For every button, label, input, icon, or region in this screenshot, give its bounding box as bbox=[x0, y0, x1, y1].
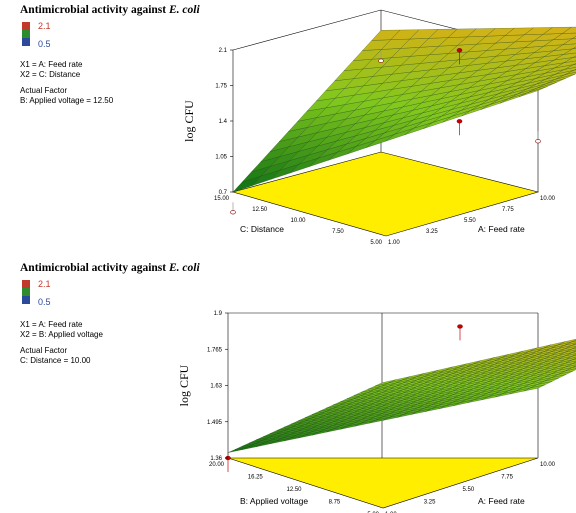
y-tick-label: 12.50 bbox=[252, 207, 268, 213]
title-text: Antimicrobial activity against bbox=[20, 4, 167, 16]
design-point bbox=[457, 324, 463, 329]
design-point bbox=[456, 119, 463, 124]
x-axis-label: A: Feed rate bbox=[478, 496, 525, 506]
x-tick-label: 10.00 bbox=[540, 462, 556, 468]
surface-cell bbox=[561, 26, 576, 34]
color-scale-min: 0.5 bbox=[38, 297, 51, 307]
z-tick-label: 1.36 bbox=[210, 456, 222, 462]
surface-cell bbox=[558, 339, 576, 346]
chart-panel-2: Antimicrobial activity against E. coli 2.… bbox=[0, 258, 576, 513]
x-tick-label: 5.50 bbox=[463, 487, 475, 493]
factor-x1: X1 = A: Feed rate bbox=[20, 320, 83, 329]
factor-x2: X2 = C: Distance bbox=[20, 70, 81, 79]
surface-cell bbox=[572, 350, 576, 353]
surface-cell bbox=[572, 346, 576, 349]
x-tick-label: 5.50 bbox=[464, 218, 476, 224]
color-scale-swatch bbox=[22, 295, 30, 304]
title-organism: E. coli bbox=[168, 262, 200, 274]
z-tick-label: 1.75 bbox=[215, 84, 227, 90]
x-tick-label: 7.75 bbox=[501, 475, 513, 481]
title-organism: E. coli bbox=[168, 4, 200, 16]
chart-title: Antimicrobial activity against E. coli bbox=[20, 4, 200, 16]
actual-factor-title: Actual Factor bbox=[20, 86, 68, 95]
color-scale-max: 2.1 bbox=[38, 279, 51, 289]
surface-cell bbox=[572, 361, 576, 364]
y-axis-label: C: Distance bbox=[240, 224, 284, 234]
factor-x1: X1 = A: Feed rate bbox=[20, 60, 83, 69]
x-axis-label: A: Feed rate bbox=[478, 224, 525, 234]
y-tick-label: 15.00 bbox=[214, 196, 230, 202]
z-tick-label: 2.1 bbox=[219, 48, 228, 54]
color-scale-bar bbox=[22, 22, 30, 46]
surface-cell bbox=[573, 55, 576, 58]
x-tick-label: 10.00 bbox=[540, 196, 556, 202]
color-scale-max: 2.1 bbox=[38, 21, 51, 31]
surface-plot: 1.361.4951.631.7651.95.008.7512.5016.252… bbox=[177, 311, 576, 513]
z-axis-label: log CFU bbox=[182, 100, 196, 142]
color-scale-swatch bbox=[22, 29, 30, 38]
title-text: Antimicrobial activity against bbox=[20, 262, 167, 274]
actual-factor-value: B: Applied voltage = 12.50 bbox=[20, 96, 114, 105]
z-axis-label: log CFU bbox=[177, 364, 191, 406]
factor-x2: X2 = B: Applied voltage bbox=[20, 330, 103, 339]
z-tick-label: 0.7 bbox=[219, 190, 228, 196]
surface-cell bbox=[572, 46, 576, 49]
surface-plot: 0.7 1.05 1.4 1.75 2.1 5.00 7.50 10.00 12.50 15.00… bbox=[182, 9, 576, 246]
x-tick-label: 7.75 bbox=[502, 207, 514, 213]
z-tick-label: 1.765 bbox=[207, 347, 223, 353]
color-scale-swatch bbox=[22, 280, 30, 288]
color-scale-bar bbox=[22, 280, 30, 304]
actual-factor-value: C: Distance = 10.00 bbox=[20, 356, 91, 365]
response-surface bbox=[227, 339, 576, 453]
color-scale-min: 0.5 bbox=[38, 39, 51, 49]
y-axis-label: B: Applied voltage bbox=[240, 496, 308, 506]
chart-panel-1: Antimicrobial activity against E. coli 2.… bbox=[0, 0, 576, 256]
z-tick-label: 1.495 bbox=[207, 420, 223, 426]
z-tick-label: 1.63 bbox=[210, 384, 222, 390]
z-tick-label: 1.4 bbox=[219, 119, 228, 125]
x-tick-label: 1.00 bbox=[388, 240, 400, 246]
y-tick-label: 7.50 bbox=[332, 229, 344, 235]
y-tick-label: 10.00 bbox=[290, 218, 306, 224]
surface-cell bbox=[227, 446, 250, 453]
y-tick-label: 8.75 bbox=[329, 500, 341, 506]
z-tick-label: 1.05 bbox=[215, 155, 227, 161]
color-scale-swatch bbox=[22, 22, 30, 30]
y-tick-label: 16.25 bbox=[248, 475, 264, 481]
surface-cell bbox=[572, 339, 576, 342]
design-point bbox=[378, 58, 384, 63]
x-tick-label: 3.25 bbox=[424, 500, 436, 506]
design-point bbox=[230, 210, 236, 215]
color-scale-swatch bbox=[22, 287, 30, 296]
z-tick-label: 1.9 bbox=[214, 311, 223, 317]
color-scale-swatch bbox=[22, 37, 30, 46]
surface-cell bbox=[572, 358, 576, 360]
y-tick-label: 5.00 bbox=[370, 240, 382, 246]
design-point bbox=[456, 48, 463, 53]
y-tick-label: 12.50 bbox=[286, 487, 302, 493]
response-surface bbox=[232, 26, 576, 193]
surface-cell bbox=[572, 354, 576, 357]
design-point bbox=[535, 139, 541, 144]
x-tick-label: 3.25 bbox=[426, 229, 438, 235]
surface-cell bbox=[571, 36, 576, 39]
actual-factor-title: Actual Factor bbox=[20, 346, 68, 355]
chart-title: Antimicrobial activity against E. coli bbox=[20, 262, 200, 274]
surface-cell bbox=[572, 343, 576, 346]
surface-cell bbox=[574, 69, 576, 71]
surface-cell bbox=[572, 365, 576, 368]
surface-cell bbox=[573, 63, 576, 65]
y-tick-label: 20.00 bbox=[209, 462, 225, 468]
